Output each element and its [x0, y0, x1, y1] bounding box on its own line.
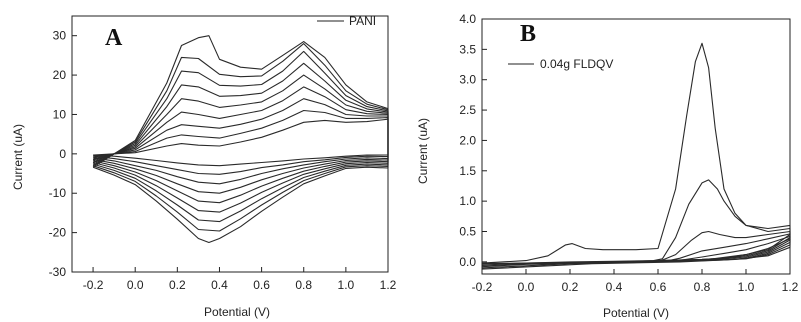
- panel-a-y-tick-label: -20: [49, 226, 67, 240]
- panel-a-x-tick-label: 1.2: [380, 278, 397, 292]
- panel-b-label: B: [520, 21, 536, 47]
- panel-a-x-tick-label: 0.0: [127, 278, 144, 292]
- panel-a-curves: [92, 35, 389, 244]
- panel-b-y-tick-label: 0.5: [459, 225, 476, 239]
- panel-b-plot-frame: [481, 18, 791, 275]
- panel-a-y-tick-label: 10: [53, 107, 67, 121]
- panel-a-x-tick-label: 0.6: [253, 278, 270, 292]
- panel-a-x-tick-label: 1.0: [338, 278, 355, 292]
- panel-b-x-axis-title: Potential (V): [603, 306, 669, 320]
- panel-b-x-tick-label: 0.4: [606, 280, 623, 294]
- panel-b-x-tick-label: -0.2: [472, 280, 493, 294]
- panel-a-axes: -0.2 0.0 0.2 0.4 0.6 0.8 1.0 1.2 -30 -20 -10 0 10 20 3…: [49, 15, 397, 292]
- panel-b-x-tick-label: 0.0: [518, 280, 535, 294]
- panel-a-legend-label: PANI: [349, 14, 376, 28]
- panel-a: -0.2 0.0 0.2 0.4 0.6 0.8 1.0 1.2 -30 -20 -10 0 10 20 3…: [11, 14, 397, 319]
- panel-b: -0.2 0.0 0.2 0.4 0.6 0.8 1.0 1.2 0.0 0.5 1.0 1.5 2.0…: [416, 12, 799, 320]
- panel-b-x-tick-label: 0.6: [650, 280, 667, 294]
- panel-b-x-tick-label: 0.8: [694, 280, 711, 294]
- panel-b-x-tick-label: 0.2: [562, 280, 579, 294]
- panel-b-cv-curve-2: [481, 179, 791, 265]
- panel-b-y-axis-title: Current (uA): [416, 118, 430, 184]
- panel-a-y-tick-label: -10: [49, 186, 67, 200]
- panel-b-x-tick-label: 1.0: [738, 280, 755, 294]
- panel-b-y-tick-label: 3.5: [459, 42, 476, 56]
- panel-a-x-tick-label: 0.8: [295, 278, 312, 292]
- panel-a-x-tick-label: -0.2: [83, 278, 104, 292]
- panel-a-y-tick-label: 0: [59, 147, 66, 161]
- panel-a-y-tick-label: 30: [53, 29, 67, 43]
- panel-b-y-tick-label: 2.0: [459, 133, 476, 147]
- panel-a-y-tick-label: 20: [53, 68, 67, 82]
- panel-a-label: A: [105, 25, 123, 51]
- panel-b-y-tick-label: 0.0: [459, 255, 476, 269]
- panel-a-plot-frame: [71, 15, 389, 273]
- panel-b-cv-curve-1: [481, 42, 791, 265]
- panel-a-y-tick-label: -30: [49, 265, 67, 279]
- panel-b-axes: -0.2 0.0 0.2 0.4 0.6 0.8 1.0 1.2 0.0 0.5 1.0 1.5 2.0…: [459, 12, 798, 294]
- panel-a-x-tick-label: 0.2: [169, 278, 186, 292]
- panel-b-curves: [481, 42, 791, 270]
- panel-a-x-tick-label: 0.4: [211, 278, 228, 292]
- panel-b-legend-label: 0.04g FLDQV: [540, 57, 613, 71]
- panel-b-y-tick-label: 3.0: [459, 73, 476, 87]
- panel-a-y-axis-title: Current (uA): [11, 124, 25, 190]
- panel-b-y-tick-label: 1.5: [459, 164, 476, 178]
- panel-b-x-tick-label: 1.2: [782, 280, 799, 294]
- panel-b-y-tick-label: 1.0: [459, 194, 476, 208]
- panel-b-y-tick-label: 4.0: [459, 12, 476, 26]
- panel-b-y-tick-label: 2.5: [459, 103, 476, 117]
- panel-a-x-axis-title: Potential (V): [204, 305, 270, 319]
